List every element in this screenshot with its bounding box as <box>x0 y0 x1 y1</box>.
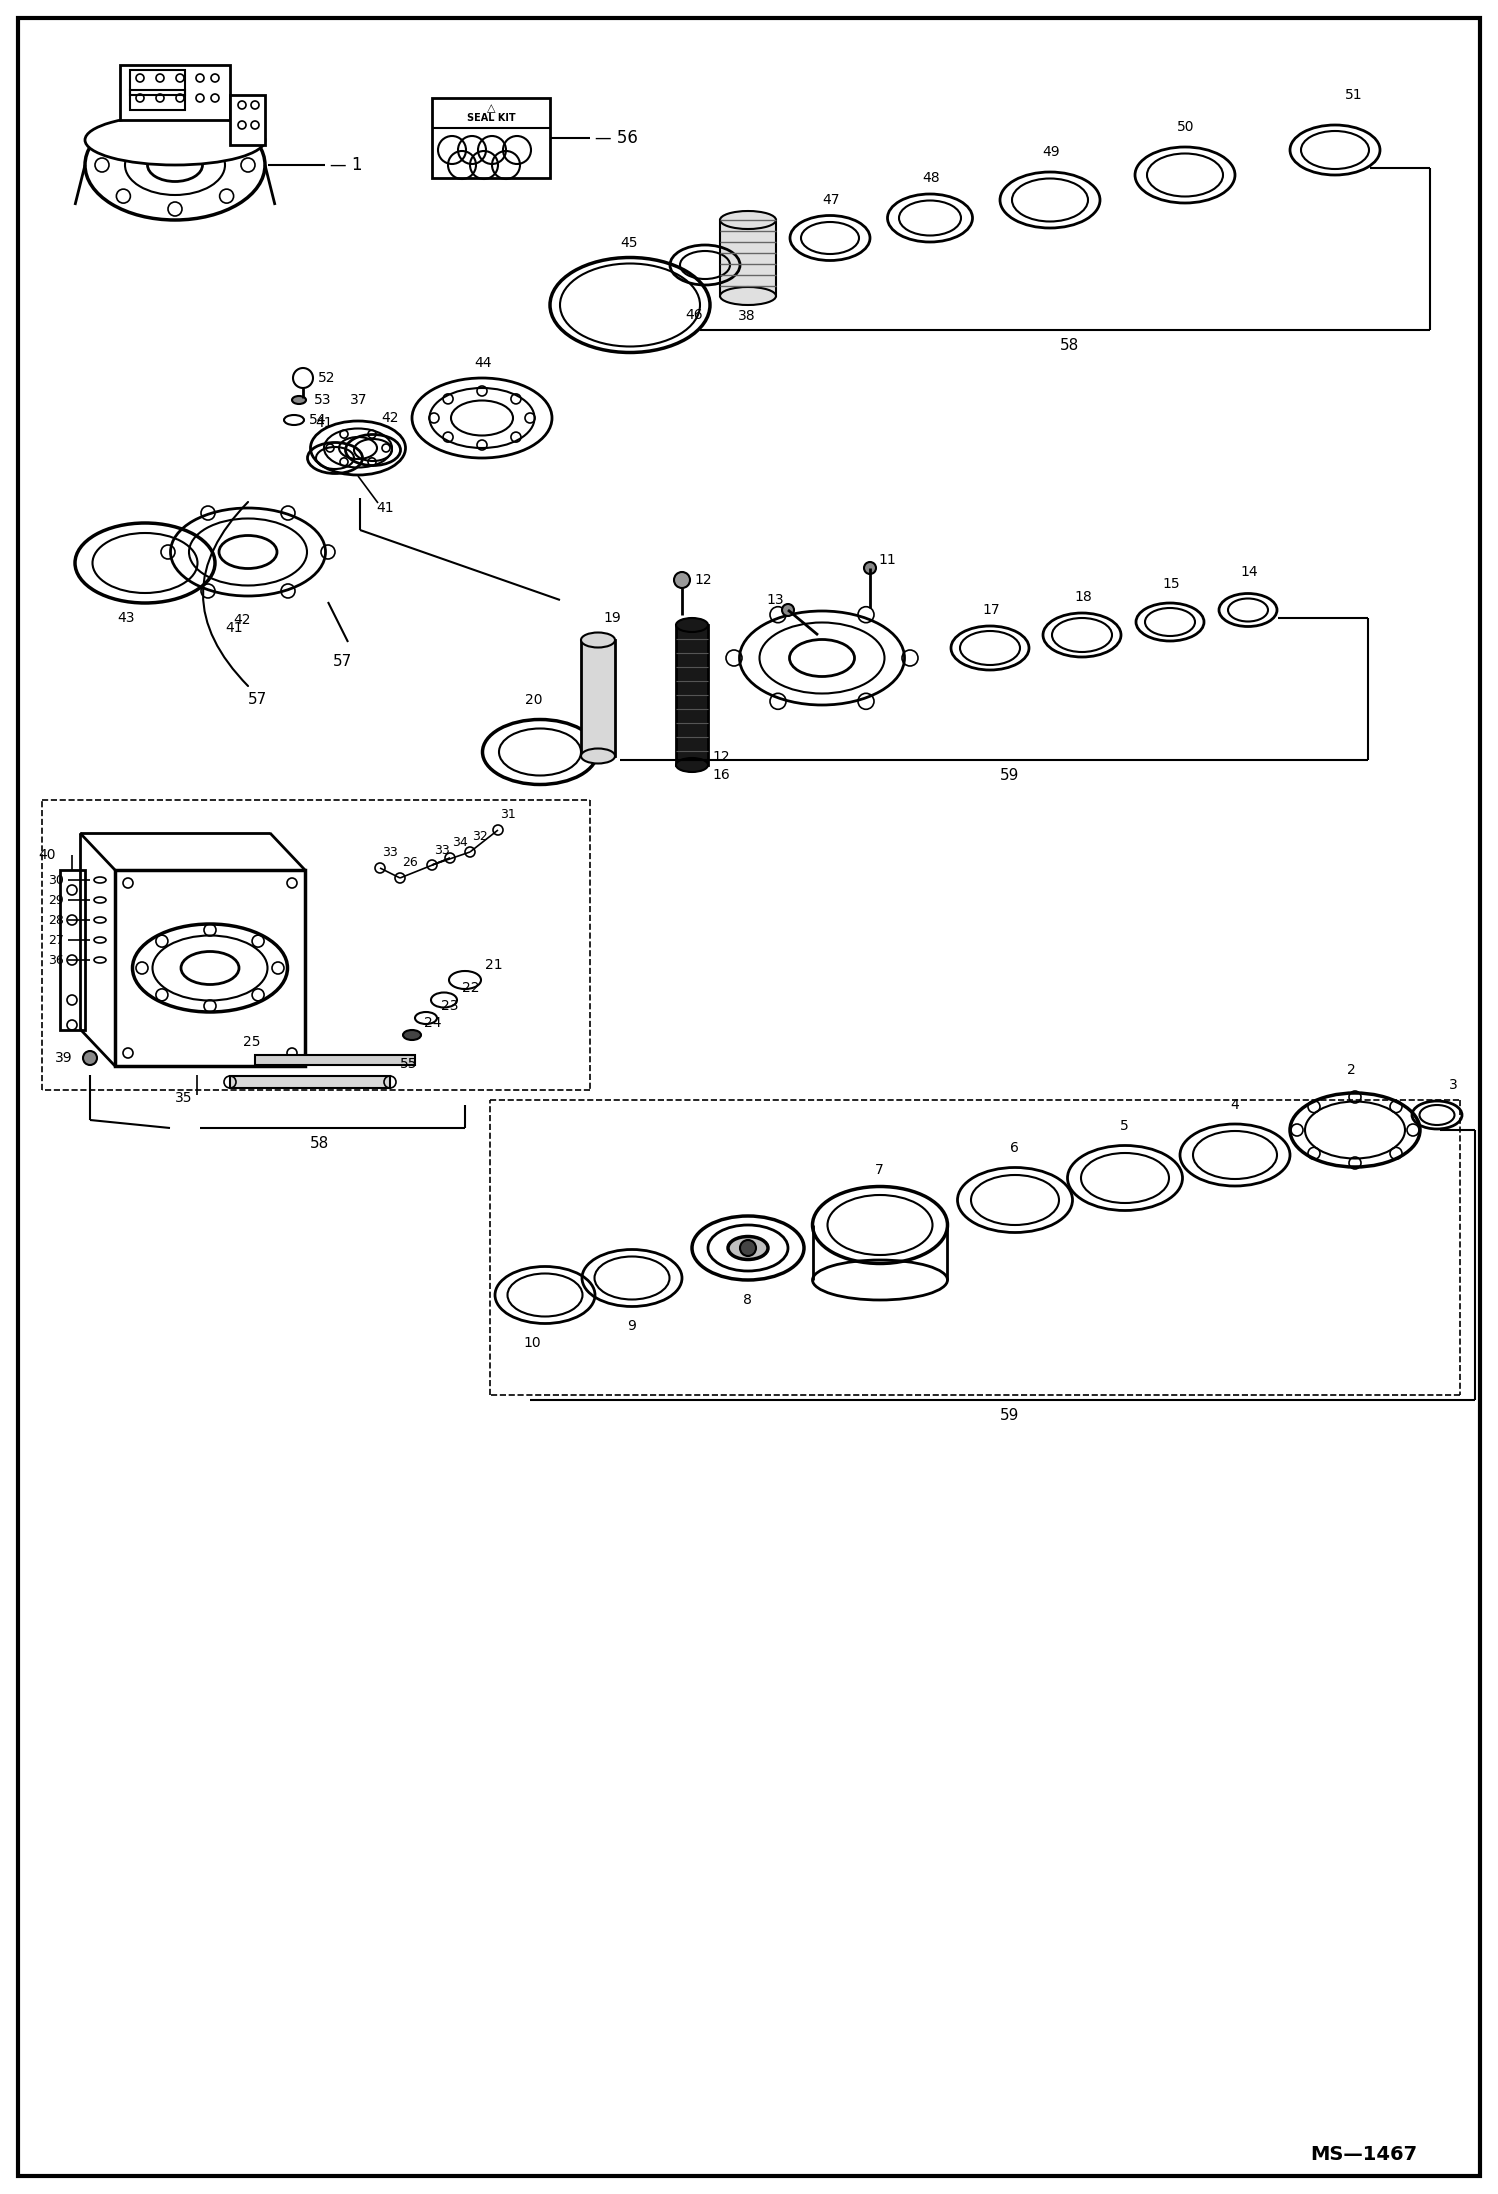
Text: 14: 14 <box>1240 566 1258 579</box>
Text: 29: 29 <box>48 893 64 906</box>
Bar <box>115 871 306 1066</box>
Text: 33: 33 <box>382 847 398 860</box>
Ellipse shape <box>581 632 616 647</box>
Text: 31: 31 <box>500 810 515 821</box>
Ellipse shape <box>403 1029 421 1040</box>
Text: 39: 39 <box>55 1051 72 1064</box>
Text: 13: 13 <box>765 592 783 608</box>
Text: 43: 43 <box>117 610 135 625</box>
Text: 59: 59 <box>1001 1409 1019 1422</box>
Text: 16: 16 <box>712 768 730 781</box>
Text: 58: 58 <box>1061 338 1079 353</box>
Bar <box>120 66 231 121</box>
Ellipse shape <box>721 287 776 305</box>
Text: 34: 34 <box>452 836 467 849</box>
Text: 28: 28 <box>48 913 64 926</box>
Circle shape <box>740 1240 756 1255</box>
Ellipse shape <box>85 114 265 165</box>
Text: 15: 15 <box>1162 577 1179 590</box>
Text: 22: 22 <box>461 981 479 996</box>
Text: 17: 17 <box>983 603 999 617</box>
Text: 48: 48 <box>921 171 939 184</box>
Text: 9: 9 <box>628 1319 635 1334</box>
Text: 12: 12 <box>694 573 712 588</box>
Circle shape <box>82 1051 97 1064</box>
Text: 59: 59 <box>1001 768 1019 783</box>
Bar <box>581 641 616 757</box>
Text: 8: 8 <box>743 1292 752 1308</box>
Text: 27: 27 <box>48 932 64 946</box>
Bar <box>676 625 709 766</box>
Bar <box>231 1075 389 1088</box>
Text: 26: 26 <box>401 856 418 869</box>
Circle shape <box>674 573 691 588</box>
Ellipse shape <box>292 395 306 404</box>
Ellipse shape <box>721 211 776 228</box>
Text: — 1: — 1 <box>330 156 363 173</box>
Text: 4: 4 <box>1230 1097 1239 1112</box>
Text: 7: 7 <box>875 1163 884 1176</box>
Text: 30: 30 <box>48 873 64 886</box>
Text: 5: 5 <box>1121 1119 1129 1132</box>
Text: 54: 54 <box>309 412 327 428</box>
Text: 3: 3 <box>1449 1077 1458 1093</box>
Bar <box>255 1055 415 1064</box>
Ellipse shape <box>676 757 709 772</box>
Text: 57: 57 <box>333 654 352 669</box>
Text: 46: 46 <box>685 307 703 323</box>
Text: 49: 49 <box>1043 145 1059 158</box>
Text: 21: 21 <box>485 959 503 972</box>
Text: 53: 53 <box>315 393 331 408</box>
Circle shape <box>782 603 794 617</box>
Text: 24: 24 <box>424 1016 442 1029</box>
Text: 35: 35 <box>175 1090 193 1106</box>
Text: 32: 32 <box>472 832 488 842</box>
Bar <box>130 90 184 110</box>
Text: 44: 44 <box>473 355 491 371</box>
Text: 47: 47 <box>822 193 839 206</box>
Text: 38: 38 <box>739 309 755 323</box>
Bar <box>130 70 184 94</box>
Text: △: △ <box>487 103 496 114</box>
Text: 25: 25 <box>243 1036 261 1049</box>
Text: 20: 20 <box>524 693 542 706</box>
Text: 19: 19 <box>604 610 620 625</box>
Text: 45: 45 <box>620 237 638 250</box>
Text: 57: 57 <box>249 693 267 706</box>
Text: 50: 50 <box>1177 121 1194 134</box>
Text: 23: 23 <box>440 998 458 1014</box>
Text: 18: 18 <box>1074 590 1092 603</box>
Text: 51: 51 <box>1345 88 1363 101</box>
Text: 2: 2 <box>1347 1064 1356 1077</box>
Ellipse shape <box>676 619 709 632</box>
Text: 41: 41 <box>376 500 394 516</box>
Text: 12: 12 <box>712 750 730 764</box>
Text: 40: 40 <box>37 849 55 862</box>
Text: 11: 11 <box>878 553 896 566</box>
Bar <box>721 219 776 296</box>
Text: MS—1467: MS—1467 <box>1309 2146 1417 2165</box>
Ellipse shape <box>581 748 616 764</box>
Text: 52: 52 <box>318 371 336 384</box>
Text: 10: 10 <box>523 1336 541 1349</box>
Text: 37: 37 <box>351 393 367 408</box>
Bar <box>431 99 550 178</box>
Text: 33: 33 <box>434 842 449 856</box>
Text: 58: 58 <box>310 1136 330 1150</box>
Text: 36: 36 <box>48 954 64 968</box>
Text: 41: 41 <box>225 621 243 634</box>
Text: 6: 6 <box>1010 1141 1019 1154</box>
Text: 42: 42 <box>380 410 398 426</box>
Circle shape <box>864 562 876 575</box>
Text: 42: 42 <box>234 612 250 627</box>
Text: 41: 41 <box>315 417 333 430</box>
Bar <box>60 871 85 1029</box>
Bar <box>231 94 265 145</box>
Ellipse shape <box>728 1237 768 1259</box>
Text: 55: 55 <box>400 1058 418 1071</box>
Text: — 56: — 56 <box>595 129 638 147</box>
Text: SEAL KIT: SEAL KIT <box>467 114 515 123</box>
